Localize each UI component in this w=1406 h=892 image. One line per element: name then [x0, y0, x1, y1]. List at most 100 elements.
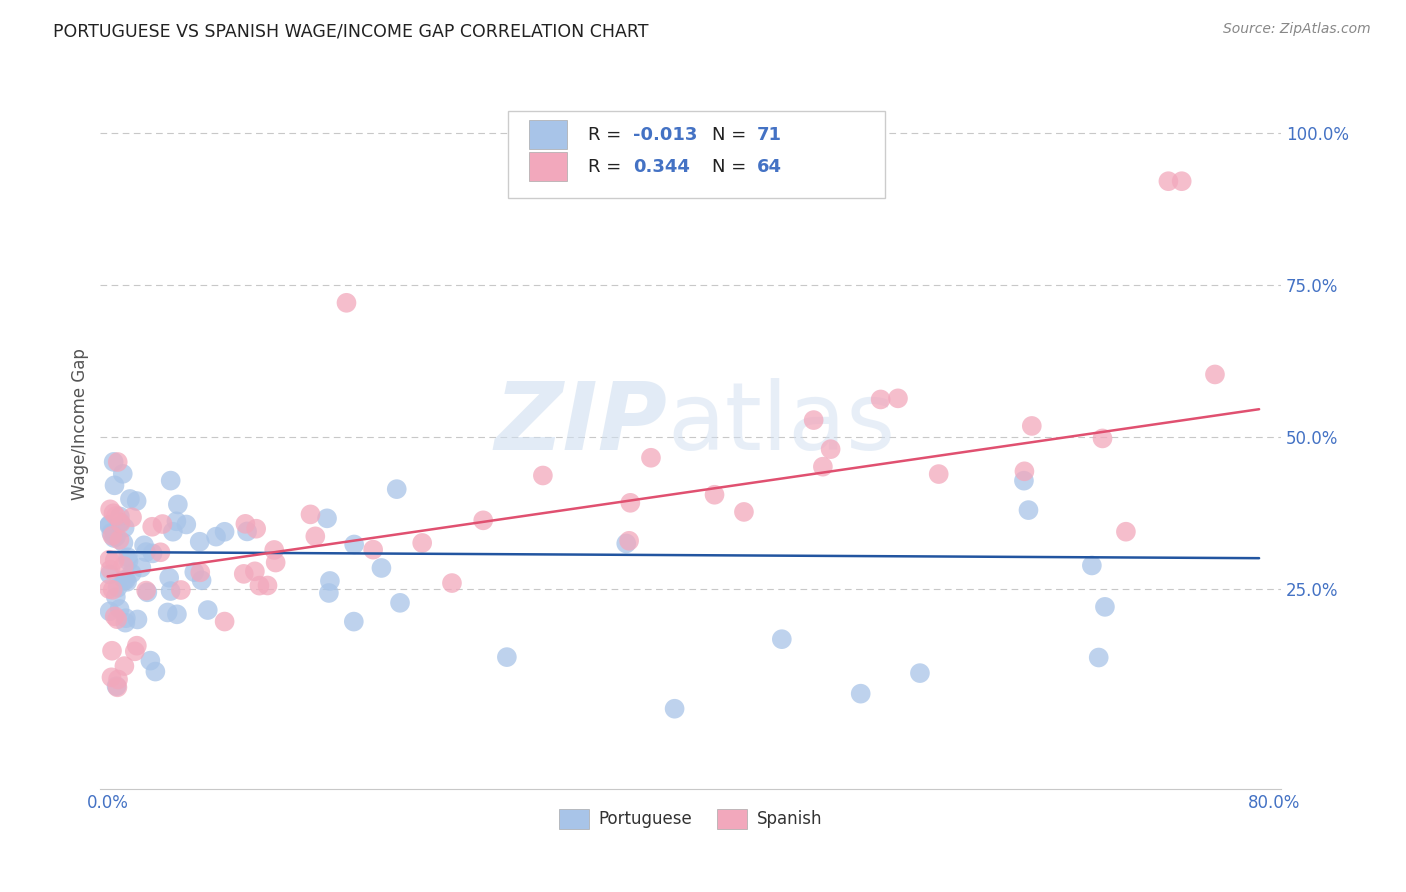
Point — [335, 295, 357, 310]
Point — [101, 644, 124, 658]
Point — [114, 521, 136, 535]
Point — [121, 566, 143, 581]
Point — [159, 584, 181, 599]
Point — [103, 531, 125, 545]
Text: R =: R = — [588, 158, 633, 176]
Point — [111, 467, 134, 481]
Point — [245, 522, 267, 536]
Point — [619, 496, 641, 510]
Point — [107, 455, 129, 469]
FancyBboxPatch shape — [529, 120, 567, 149]
Point — [104, 553, 127, 567]
Point — [472, 513, 495, 527]
Point — [496, 650, 519, 665]
Point — [124, 644, 146, 658]
Point — [135, 583, 157, 598]
Point — [103, 506, 125, 520]
Point — [142, 546, 165, 560]
Point — [115, 574, 138, 589]
Point — [98, 518, 121, 533]
Point — [849, 687, 872, 701]
Point — [770, 632, 793, 647]
Point — [733, 505, 755, 519]
Point — [1087, 650, 1109, 665]
Point — [176, 517, 198, 532]
Point — [112, 573, 135, 587]
Point — [316, 511, 339, 525]
Text: N =: N = — [711, 126, 752, 144]
Point — [114, 573, 136, 587]
Point — [105, 530, 128, 544]
Point — [803, 413, 825, 427]
Point — [869, 392, 891, 407]
Point — [104, 590, 127, 604]
Point — [614, 536, 637, 550]
Text: 64: 64 — [756, 158, 782, 176]
Point — [820, 442, 842, 457]
Point — [343, 615, 366, 629]
Point — [107, 581, 129, 595]
Point — [98, 552, 121, 566]
Point — [114, 615, 136, 630]
Point — [149, 545, 172, 559]
Point — [703, 488, 725, 502]
Text: N =: N = — [711, 158, 752, 176]
Point — [811, 459, 834, 474]
Point — [100, 563, 122, 577]
Point — [264, 556, 287, 570]
Point — [165, 514, 187, 528]
Point — [1012, 474, 1035, 488]
Point — [197, 603, 219, 617]
Point — [299, 508, 322, 522]
Point — [121, 510, 143, 524]
Point — [411, 536, 433, 550]
Point — [159, 474, 181, 488]
Point — [156, 606, 179, 620]
Point — [104, 508, 127, 523]
Point — [304, 529, 326, 543]
Point — [263, 543, 285, 558]
Point — [117, 554, 139, 568]
Point — [117, 550, 139, 565]
Text: atlas: atlas — [666, 378, 896, 470]
Point — [135, 545, 157, 559]
Point — [188, 566, 211, 580]
Point — [236, 524, 259, 539]
Point — [243, 564, 266, 578]
Point — [318, 586, 340, 600]
Point — [166, 607, 188, 622]
Point — [343, 537, 366, 551]
Point — [232, 566, 254, 581]
Point — [100, 526, 122, 541]
Point — [928, 467, 950, 481]
Point — [110, 515, 132, 529]
Point — [100, 670, 122, 684]
Point — [640, 450, 662, 465]
Point — [98, 567, 121, 582]
Point — [103, 478, 125, 492]
Point — [664, 702, 686, 716]
Point — [157, 571, 180, 585]
Point — [108, 602, 131, 616]
Point — [125, 639, 148, 653]
Text: -0.013: -0.013 — [633, 126, 697, 144]
Point — [103, 455, 125, 469]
Point — [190, 574, 212, 588]
Point — [132, 538, 155, 552]
Point — [136, 585, 159, 599]
Point — [1081, 558, 1104, 573]
Point — [1094, 599, 1116, 614]
Point — [1017, 503, 1039, 517]
FancyBboxPatch shape — [529, 153, 567, 181]
Point — [104, 609, 127, 624]
Point — [214, 615, 236, 629]
Text: 0.344: 0.344 — [633, 158, 690, 176]
Point — [115, 611, 138, 625]
Point — [188, 534, 211, 549]
Y-axis label: Wage/Income Gap: Wage/Income Gap — [72, 349, 89, 500]
Point — [131, 560, 153, 574]
Point — [617, 533, 640, 548]
Point — [1091, 432, 1114, 446]
Point — [105, 612, 128, 626]
Point — [125, 494, 148, 508]
